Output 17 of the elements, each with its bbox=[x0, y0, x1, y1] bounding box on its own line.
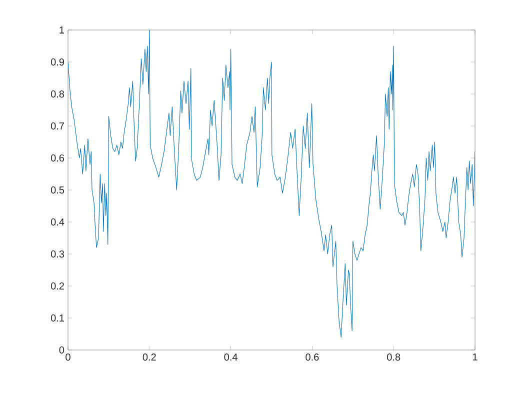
x-tick-label: 0.4 bbox=[224, 354, 238, 361]
y-tick-label: 0 bbox=[59, 346, 64, 354]
y-tick-label: 0.1 bbox=[50, 314, 64, 322]
y-tick-label: 0.8 bbox=[50, 90, 64, 98]
x-tick-label: 0.2 bbox=[142, 354, 156, 361]
y-tick-label: 0.2 bbox=[50, 282, 64, 290]
x-tick-label: 0.8 bbox=[387, 354, 400, 361]
x-tick-label: 0 bbox=[66, 354, 70, 361]
y-tick-label: 1 bbox=[60, 26, 64, 34]
y-tick-label: 0.5 bbox=[50, 186, 64, 194]
x-tick-label: 0.6 bbox=[306, 354, 319, 361]
y-tick-label: 0.7 bbox=[50, 122, 64, 130]
x-tick-label: 1 bbox=[472, 354, 478, 360]
y-tick-label: 0.6 bbox=[50, 154, 64, 162]
y-tick-label: 0.4 bbox=[50, 218, 64, 226]
y-tick-label: 0.3 bbox=[50, 250, 64, 258]
y-tick-label: 0.9 bbox=[50, 58, 64, 66]
